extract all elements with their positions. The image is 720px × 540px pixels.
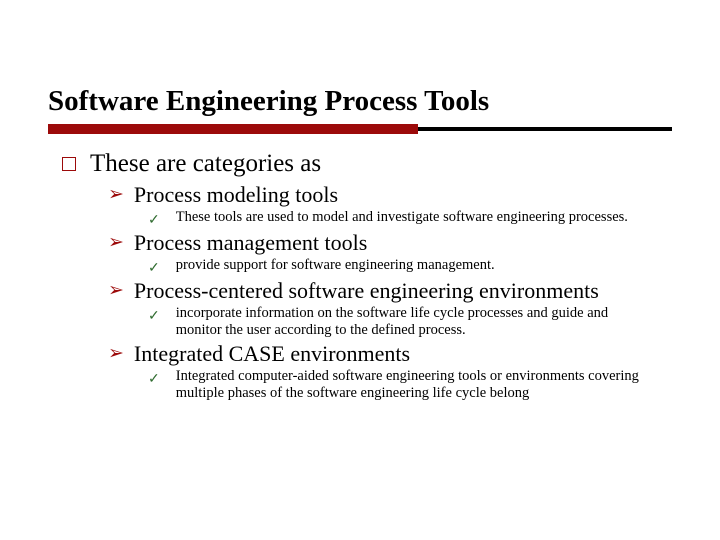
level3-detail: Integrated computer-aided software engin… bbox=[176, 368, 652, 402]
arrow-icon: ➢ bbox=[108, 230, 124, 256]
rule-red bbox=[48, 124, 418, 134]
level1-item: These are categories as bbox=[62, 150, 672, 178]
level3-item: ✓ These tools are used to model and inve… bbox=[148, 209, 652, 228]
level2-heading: Process-centered software engineering en… bbox=[134, 278, 599, 304]
level3-item: ✓ incorporate information on the softwar… bbox=[148, 305, 652, 339]
level2-heading: Process management tools bbox=[134, 230, 367, 256]
level2-item: ➢ Process management tools bbox=[108, 230, 672, 256]
level2-heading: Process modeling tools bbox=[134, 182, 338, 208]
level2-item: ➢ Process-centered software engineering … bbox=[108, 278, 672, 304]
level2-item: ➢ Integrated CASE environments bbox=[108, 341, 672, 367]
level3-item: ✓ Integrated computer-aided software eng… bbox=[148, 368, 652, 402]
level3-detail: provide support for software engineering… bbox=[176, 257, 495, 274]
check-icon: ✓ bbox=[148, 258, 160, 276]
check-icon: ✓ bbox=[148, 306, 160, 324]
level3-detail: incorporate information on the software … bbox=[176, 305, 652, 339]
arrow-icon: ➢ bbox=[108, 278, 124, 304]
level1-text: These are categories as bbox=[90, 150, 321, 178]
level3-detail: These tools are used to model and invest… bbox=[176, 209, 628, 226]
check-icon: ✓ bbox=[148, 369, 160, 387]
level3-item: ✓ provide support for software engineeri… bbox=[148, 257, 652, 276]
title-rule bbox=[48, 124, 672, 134]
slide-title: Software Engineering Process Tools bbox=[48, 85, 672, 118]
square-bullet-icon bbox=[62, 157, 76, 171]
arrow-icon: ➢ bbox=[108, 182, 124, 208]
check-icon: ✓ bbox=[148, 210, 160, 228]
level2-item: ➢ Process modeling tools bbox=[108, 182, 672, 208]
arrow-icon: ➢ bbox=[108, 341, 124, 367]
level2-heading: Integrated CASE environments bbox=[134, 341, 410, 367]
